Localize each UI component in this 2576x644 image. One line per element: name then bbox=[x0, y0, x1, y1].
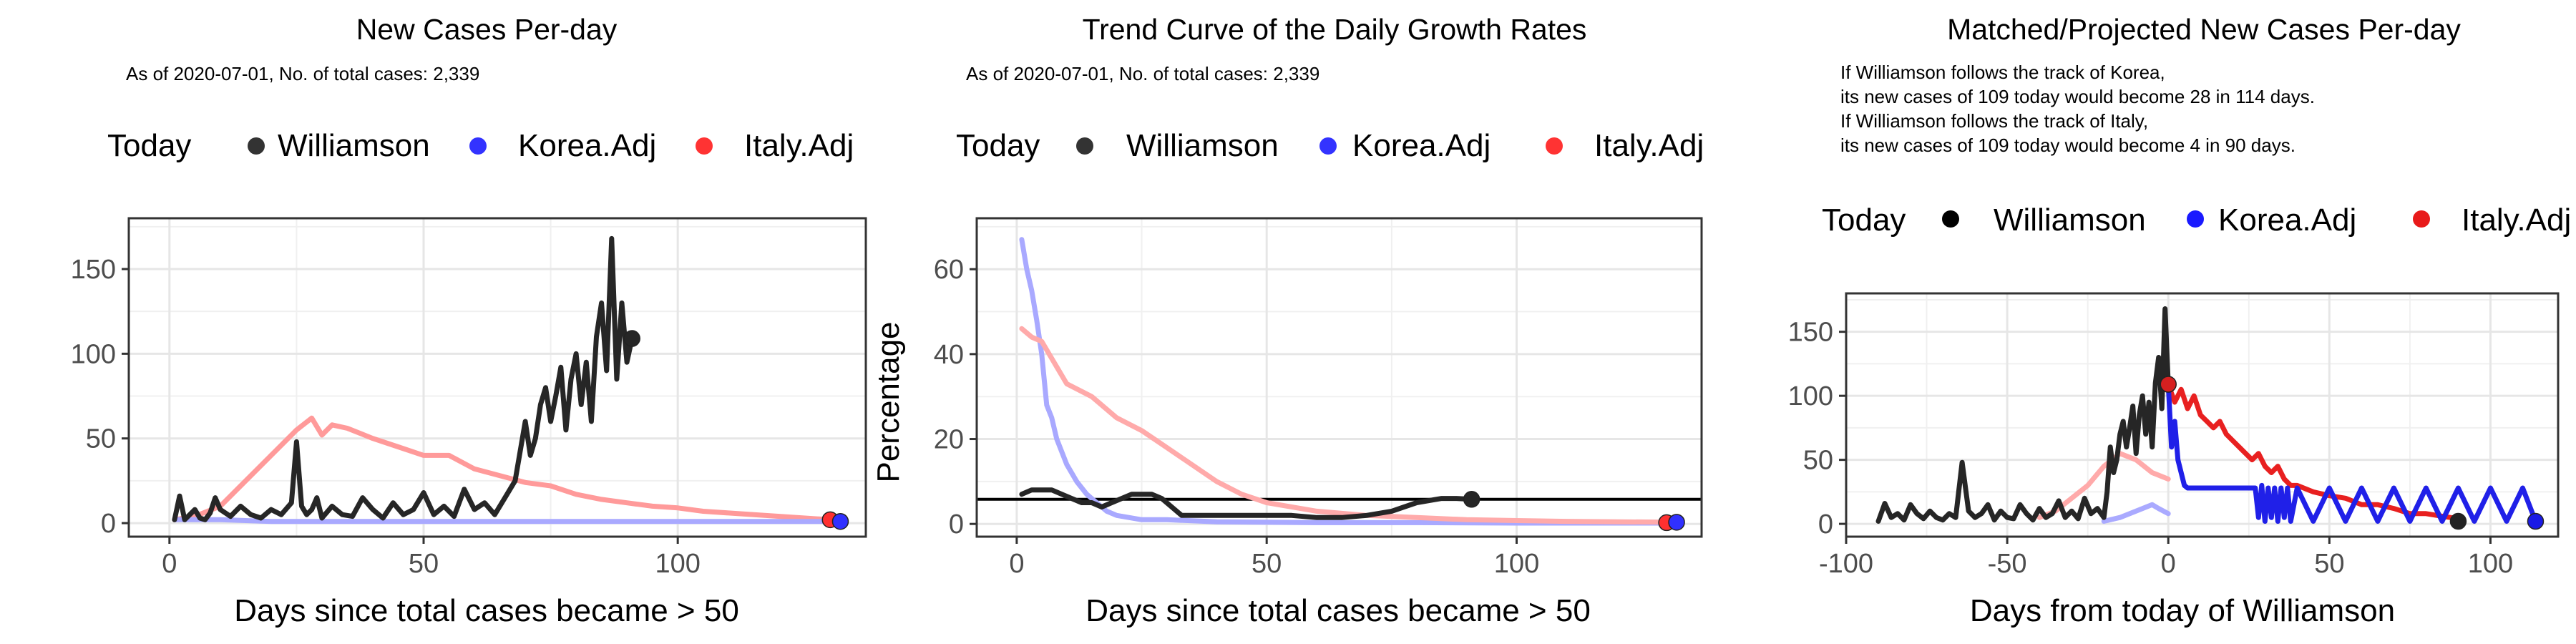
plot-area: 0 50 100 0 20 40 60 bbox=[934, 217, 1703, 579]
legend-key-italy bbox=[1546, 137, 1563, 155]
panel-border bbox=[1845, 292, 2560, 538]
legend-label-williamson: Williamson bbox=[1126, 128, 1279, 163]
chart-subtitle-line-2: its new cases of 109 today would become … bbox=[1840, 86, 2315, 107]
marker-korea-adj bbox=[2527, 512, 2545, 530]
legend-title: Today bbox=[956, 128, 1040, 163]
marker-williamson bbox=[1463, 491, 1480, 508]
legend-label-italy: Italy.Adj bbox=[1594, 128, 1704, 163]
legend-title: Today bbox=[1822, 203, 1906, 238]
legend-label-italy: Italy.Adj bbox=[2462, 203, 2571, 238]
chart-title: New Cases Per-day bbox=[356, 13, 618, 46]
legend: Today Williamson Korea.Adj Italy.Adj bbox=[107, 128, 854, 163]
y-tick-label: 150 bbox=[1788, 318, 1833, 348]
series-line-italy-adj bbox=[1019, 326, 1669, 525]
panel-border bbox=[975, 217, 1703, 538]
y-tick-label: 150 bbox=[71, 255, 116, 285]
y-tick-label: 60 bbox=[934, 255, 964, 285]
legend-label-korea: Korea.Adj bbox=[518, 128, 656, 163]
chart-title: Matched/Projected New Cases Per-day bbox=[1947, 13, 2461, 46]
x-tick-label: -100 bbox=[1819, 549, 1873, 579]
series-line-williamson bbox=[1875, 306, 2171, 524]
x-tick-label: 50 bbox=[409, 549, 439, 579]
legend-key-williamson bbox=[1076, 137, 1093, 155]
legend-label-williamson: Williamson bbox=[1994, 203, 2146, 238]
panel-new-cases-per-day: New Cases Per-day As of 2020-07-01, No. … bbox=[71, 13, 867, 628]
y-tick-label: 20 bbox=[934, 425, 964, 455]
marker-korea-adj bbox=[1668, 514, 1685, 531]
legend-key-korea bbox=[1319, 137, 1337, 155]
legend-key-korea bbox=[2187, 210, 2204, 228]
y-tick-label: 50 bbox=[1803, 446, 1833, 476]
series-line-williamson bbox=[1019, 487, 1475, 520]
y-axis-title: Percentage bbox=[871, 321, 906, 482]
series-line-korea-adj bbox=[2165, 381, 2538, 524]
panel-growth-rates: Trend Curve of the Daily Growth Rates As… bbox=[871, 13, 1704, 628]
panel-matched-projected: Matched/Projected New Cases Per-day If W… bbox=[1788, 13, 2572, 628]
series-line-italy-adj bbox=[172, 415, 833, 522]
legend-label-korea: Korea.Adj bbox=[1352, 128, 1491, 163]
legend-key-korea bbox=[469, 137, 487, 155]
x-tick-label: 100 bbox=[1494, 549, 1539, 579]
chart-subtitle-line-3: If Williamson follows the track of Italy… bbox=[1840, 110, 2148, 132]
series-line-korea-adj bbox=[172, 517, 833, 525]
legend: Today Williamson Korea.Adj Italy.Adj bbox=[1822, 203, 2571, 238]
y-tick-label: 100 bbox=[1788, 381, 1833, 411]
marker-williamson bbox=[623, 330, 640, 347]
legend-key-williamson bbox=[1942, 210, 1959, 228]
y-tick-label: 100 bbox=[71, 339, 116, 369]
legend-key-italy bbox=[2413, 210, 2430, 228]
chart-subtitle-line-1: If Williamson follows the track of Korea… bbox=[1840, 62, 2165, 83]
chart-subtitle: As of 2020-07-01, No. of total cases: 2,… bbox=[126, 63, 479, 84]
series-line-williamson bbox=[172, 235, 635, 522]
x-tick-label: 50 bbox=[1252, 549, 1282, 579]
legend-title: Today bbox=[107, 128, 191, 163]
x-tick-label: 100 bbox=[655, 549, 700, 579]
x-tick-label: 0 bbox=[1009, 549, 1024, 579]
legend-label-williamson: Williamson bbox=[278, 128, 430, 163]
marker-korea-adj bbox=[831, 512, 849, 530]
panel-border bbox=[127, 217, 867, 538]
series-line-korea-adj bbox=[2101, 502, 2171, 524]
chart-subtitle: As of 2020-07-01, No. of total cases: 2,… bbox=[966, 63, 1319, 84]
marker-italy-adj bbox=[2449, 512, 2467, 530]
x-tick-label: -50 bbox=[1988, 549, 2027, 579]
series-group bbox=[977, 237, 1702, 526]
y-tick-label: 40 bbox=[934, 340, 964, 370]
series-group bbox=[1875, 306, 2538, 524]
chart-subtitle-line-4: its new cases of 109 today would become … bbox=[1840, 135, 2296, 156]
plot-area: 0 50 100 0 50 100 150 bbox=[71, 217, 867, 579]
y-tick-label: 0 bbox=[101, 509, 116, 539]
x-tick-label: 100 bbox=[2468, 549, 2513, 579]
y-tick-label: 0 bbox=[949, 509, 964, 540]
legend-label-italy: Italy.Adj bbox=[744, 128, 854, 163]
plot-area: -100 -50 0 50 100 0 50 100 150 bbox=[1788, 292, 2560, 579]
x-tick-label: 0 bbox=[162, 549, 177, 579]
series-line-italy-adj bbox=[2165, 381, 2461, 522]
marker-williamson bbox=[2160, 376, 2177, 393]
legend-key-williamson bbox=[248, 137, 265, 155]
chart-title: Trend Curve of the Daily Growth Rates bbox=[1083, 13, 1587, 46]
x-tick-label: 50 bbox=[2314, 549, 2344, 579]
legend-label-korea: Korea.Adj bbox=[2218, 203, 2356, 238]
x-axis-title: Days since total cases became > 50 bbox=[234, 593, 739, 628]
legend: Today Williamson Korea.Adj Italy.Adj bbox=[956, 128, 1704, 163]
y-tick-label: 50 bbox=[86, 424, 116, 454]
y-tick-label: 0 bbox=[1818, 509, 1833, 540]
series-line-korea-adj bbox=[1019, 237, 1669, 526]
series-group bbox=[172, 235, 833, 525]
x-tick-label: 0 bbox=[2161, 549, 2176, 579]
legend-key-italy bbox=[696, 137, 713, 155]
x-axis-title: Days from today of Williamson bbox=[1970, 593, 2395, 628]
x-axis-title: Days since total cases became > 50 bbox=[1085, 593, 1591, 628]
